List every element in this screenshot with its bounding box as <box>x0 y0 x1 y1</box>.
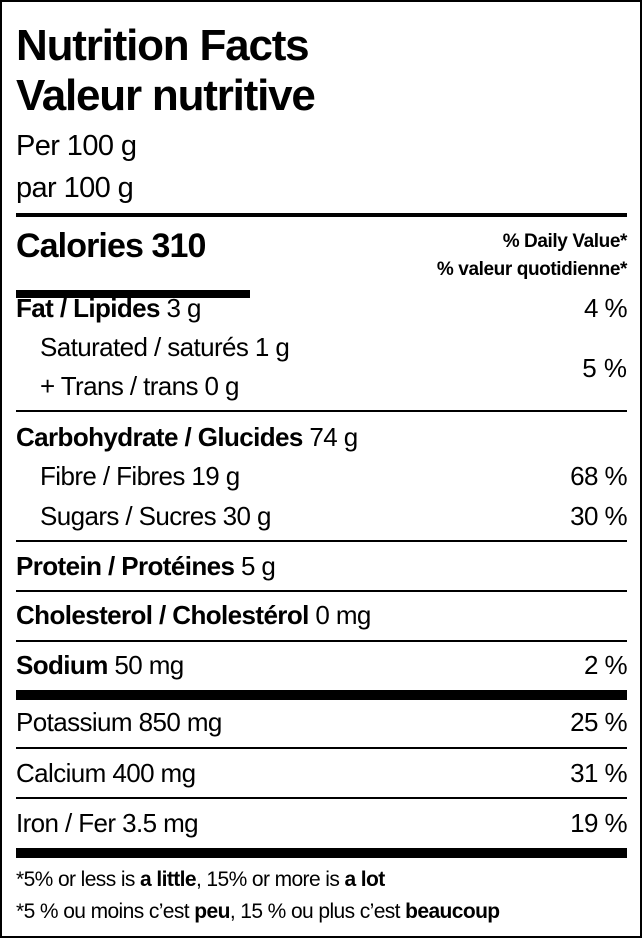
calories-value: 310 <box>151 227 207 265</box>
sodium-row: Sodium 50 mg 2 % <box>16 645 628 685</box>
divider <box>16 590 627 592</box>
iron-label: Iron / Fer <box>16 807 116 838</box>
title-fr: Valeur nutritive <box>16 71 316 120</box>
divider <box>16 640 627 642</box>
potassium-label: Potassium <box>16 706 133 737</box>
thick-divider <box>16 690 627 700</box>
fat-dv: 4 % <box>583 292 628 323</box>
calcium-label: Calcium <box>16 757 106 788</box>
fibre-amount: 19 g <box>191 460 240 491</box>
calcium-dv: 31 % <box>570 757 627 788</box>
fibre-row: Fibre / Fibres 19 g 68 % <box>40 456 628 496</box>
divider <box>16 410 627 412</box>
sugars-dv: 30 % <box>570 500 627 531</box>
calcium-amount: 400 mg <box>112 757 196 788</box>
calories-underline <box>16 290 250 298</box>
trans-row: + Trans / trans 0 g <box>40 366 627 406</box>
fibre-label: Fibre / Fibres <box>40 460 185 491</box>
footnote-text: *5 % ou moins c’est <box>16 900 195 923</box>
potassium-row: Potassium 850 mg 25 % <box>16 702 628 742</box>
sugars-label: Sugars / Sucres <box>40 500 217 531</box>
sat-trans-dv: 5 % <box>582 353 627 383</box>
trans-amount: 0 g <box>204 370 240 401</box>
title-en: Nutrition Facts <box>16 21 310 70</box>
footnote-en: *5% or less is a little, 15% or more is … <box>16 869 385 890</box>
footnote-fr: *5 % ou moins c’est peu, 15 % ou plus c’… <box>16 901 500 922</box>
serving-fr: par 100 g <box>16 172 134 204</box>
fat-row: Fat / Lipides 3 g 4 % <box>16 288 628 328</box>
sodium-label: Sodium <box>16 649 108 680</box>
sodium-amount: 50 mg <box>114 649 184 680</box>
carbohydrate-row: Carbohydrate / Glucides 74 g <box>16 417 627 457</box>
thick-divider <box>16 848 627 858</box>
calories-label: Calories <box>16 227 144 265</box>
footnote-bold: a little <box>140 868 196 891</box>
sugars-row: Sugars / Sucres 30 g 30 % <box>40 496 628 536</box>
iron-row: Iron / Fer 3.5 mg 19 % <box>16 803 628 843</box>
potassium-dv: 25 % <box>570 706 627 737</box>
fat-amount: 3 g <box>166 292 202 323</box>
dv-header-en: % Daily Value* <box>502 231 628 252</box>
cholesterol-row: Cholesterol / Cholestérol 0 mg <box>16 595 627 635</box>
sugars-amount: 30 g <box>222 500 272 531</box>
carbohydrate-amount: 74 g <box>309 421 358 452</box>
footnote-text: , 15 % ou plus c’est <box>229 900 406 923</box>
footnote-text: , 15% or more is <box>195 868 345 891</box>
divider <box>16 540 627 542</box>
saturated-label: Saturated / saturés <box>40 331 249 362</box>
protein-row: Protein / Protéines 5 g <box>16 546 627 586</box>
potassium-amount: 850 mg <box>138 706 223 737</box>
fibre-dv: 68 % <box>570 460 627 491</box>
divider <box>16 797 627 799</box>
footnote-bold: beaucoup <box>405 900 500 923</box>
dv-header-fr: % valeur quotidienne* <box>436 259 627 280</box>
iron-amount: 3.5 mg <box>122 807 198 838</box>
trans-label: + Trans / trans <box>40 370 199 401</box>
saturated-amount: 1 g <box>254 331 290 362</box>
footnote-bold: peu <box>194 900 230 923</box>
sodium-dv: 2 % <box>583 649 628 680</box>
calories: Calories 310 <box>16 229 206 263</box>
protein-amount: 5 g <box>240 550 276 581</box>
divider <box>16 747 627 749</box>
iron-dv: 19 % <box>570 807 627 838</box>
cholesterol-label: Cholesterol / Cholestérol <box>16 599 309 630</box>
protein-label: Protein / Protéines <box>16 550 235 581</box>
thick-divider <box>16 213 627 217</box>
saturated-row: Saturated / saturés 1 g <box>40 327 627 367</box>
serving-en: Per 100 g <box>16 130 137 162</box>
cholesterol-amount: 0 mg <box>315 599 371 630</box>
calcium-row: Calcium 400 mg 31 % <box>16 753 628 793</box>
carbohydrate-label: Carbohydrate / Glucides <box>16 421 303 452</box>
footnote-bold: a lot <box>344 868 385 891</box>
footnote-text: *5% or less is <box>16 868 141 891</box>
fat-label: Fat / Lipides <box>16 292 160 323</box>
